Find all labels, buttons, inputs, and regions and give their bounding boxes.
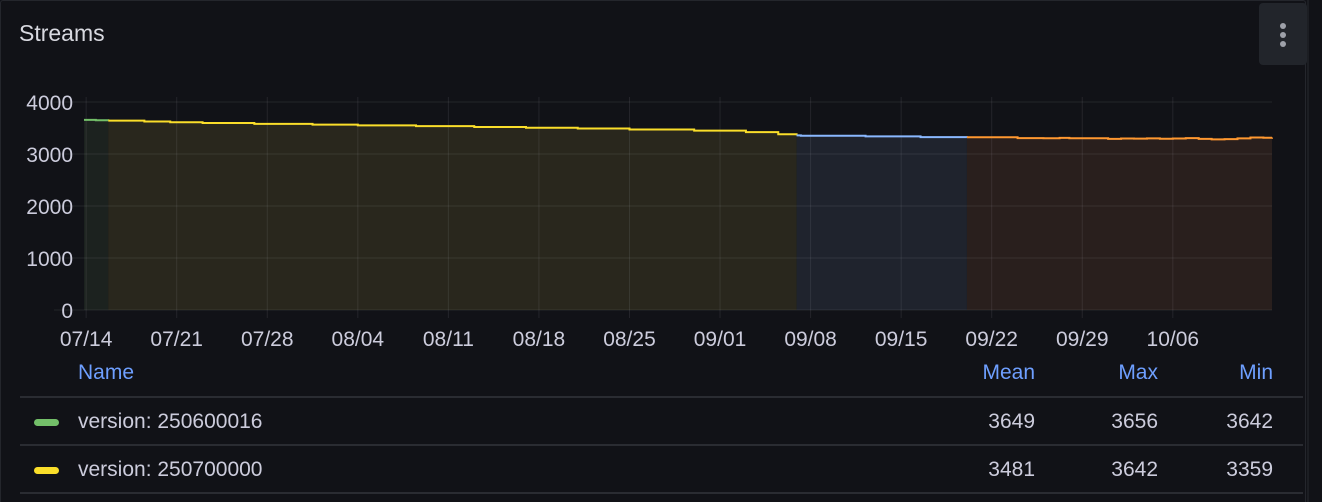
x-tick-label: 09/08 [784, 328, 837, 351]
legend-min: 3359 [1226, 458, 1273, 481]
series-line-2 [796, 134, 968, 139]
legend-min: 3642 [1226, 410, 1273, 433]
time-series-chart: 0 1000 2000 3000 4000 07/14 07/21 07/28 08/04 08/… [26, 92, 1273, 351]
x-tick-label: 08/25 [603, 328, 656, 351]
x-tick-label: 09/15 [875, 328, 928, 351]
series-area-1 [108, 120, 797, 310]
kebab-menu-icon-dot [1280, 41, 1286, 47]
y-tick-label: 0 [61, 300, 73, 323]
series-line-1 [108, 119, 798, 136]
y-tick-label: 2000 [26, 196, 73, 219]
y-tick-label: 3000 [26, 144, 73, 167]
y-tick-label: 1000 [26, 248, 73, 271]
legend-mean: 3481 [988, 458, 1035, 481]
kebab-menu-icon [1280, 23, 1286, 29]
series-line-3 [966, 136, 1273, 141]
x-tick-label: 07/21 [150, 328, 203, 351]
panel-scrollbar[interactable] [1307, 0, 1309, 502]
legend-header-name[interactable]: Name [78, 361, 135, 384]
x-tick-label: 08/04 [332, 328, 385, 351]
legend-row[interactable]: version: 250600016 3649 3656 3642 [20, 398, 1303, 446]
legend-header: Name Mean Max Min [20, 358, 1303, 398]
series-color-swatch [34, 467, 59, 474]
legend-header-min[interactable]: Min [1239, 361, 1273, 384]
x-tick-label: 09/01 [694, 328, 747, 351]
legend-row[interactable]: version: 250700000 3481 3642 3359 [20, 446, 1303, 494]
series-line-0 [84, 118, 110, 122]
legend-series-name[interactable]: version: 250600016 [78, 410, 263, 433]
panel-menu-button[interactable] [1259, 3, 1307, 65]
kebab-menu-icon-dot [1280, 32, 1286, 38]
y-tick-label: 4000 [26, 92, 73, 115]
x-tick-label: 08/18 [513, 328, 566, 351]
legend-series-name[interactable]: version: 250700000 [78, 458, 263, 481]
legend-max: 3656 [1111, 410, 1158, 433]
series-color-swatch [34, 419, 59, 426]
series-area-3 [966, 137, 1272, 310]
series-area-2 [796, 135, 967, 310]
x-tick-label: 09/22 [965, 328, 1018, 351]
x-tick-label: 08/11 [423, 328, 474, 351]
legend-header-max[interactable]: Max [1118, 361, 1158, 384]
x-tick-label: 09/29 [1056, 328, 1109, 351]
legend-max: 3642 [1111, 458, 1158, 481]
series-area-0 [84, 119, 109, 310]
x-tick-label: 07/28 [241, 328, 294, 351]
panel-title: Streams [19, 20, 105, 46]
legend-mean: 3649 [988, 410, 1035, 433]
x-tick-label: 10/06 [1147, 328, 1200, 351]
legend-table: Name Mean Max Min version: 250600016 364… [20, 358, 1303, 494]
x-tick-label: 07/14 [60, 328, 113, 351]
legend-header-mean[interactable]: Mean [982, 361, 1035, 384]
